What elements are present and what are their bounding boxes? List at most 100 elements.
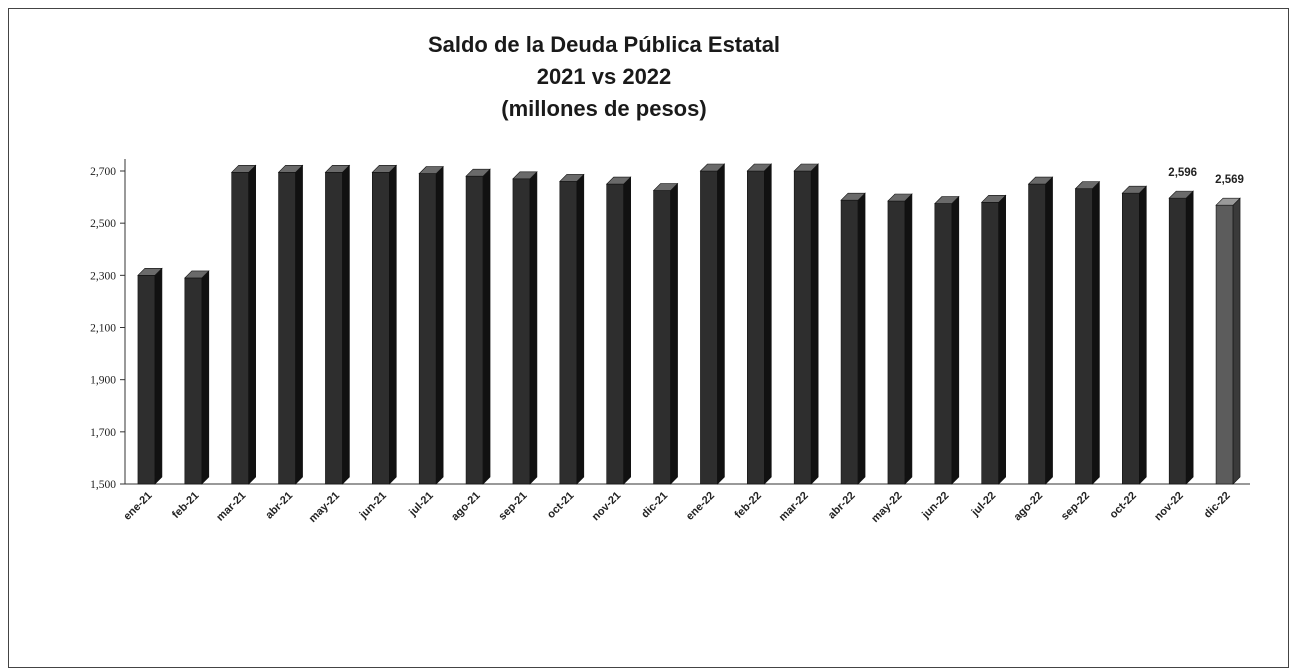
bar-front [184, 277, 203, 485]
bar-front [1028, 183, 1046, 485]
bar-may-21 [324, 164, 351, 485]
bar-feb-21 [184, 270, 210, 485]
x-tick-label: sep-22 [1059, 490, 1092, 523]
x-tick-label: abr-21 [263, 490, 295, 522]
x-tick-label: nov-22 [1152, 490, 1186, 524]
bar-nov-22 [1168, 190, 1194, 485]
bar-chart: Saldo de la Deuda Pública Estatal 2021 v… [90, 32, 1250, 525]
bar-front [559, 181, 578, 485]
x-tick-label: feb-22 [733, 490, 764, 521]
bar-front [418, 173, 437, 485]
bar-may-22 [887, 193, 913, 485]
chart-title-line-1: Saldo de la Deuda Pública Estatal [428, 32, 780, 57]
bar-front [1122, 192, 1140, 485]
bar-abr-21 [277, 164, 304, 485]
data-labels: 2,596 2,569 [1168, 167, 1244, 186]
bar-top [887, 193, 913, 202]
bar-jul-21 [418, 165, 444, 485]
bar-top [934, 196, 960, 204]
x-tick-label: dic-21 [639, 490, 670, 521]
bar-jul-22 [980, 194, 1007, 485]
bar-front [1168, 197, 1187, 485]
x-tick-label: ago-21 [449, 490, 483, 524]
bar-top [324, 165, 351, 173]
bar-side [857, 192, 866, 485]
x-tick-label: may-21 [307, 490, 342, 525]
bar-top [1168, 190, 1194, 199]
bar-oct-22 [1121, 185, 1148, 485]
bar-top [1215, 197, 1241, 206]
bar-top [840, 192, 866, 201]
bar-top [1074, 181, 1101, 190]
chart-title-line-3: (millones de pesos) [501, 96, 706, 121]
y-tick-label: 2,300 [90, 270, 116, 282]
bar-front [653, 190, 671, 485]
bar-side [670, 182, 678, 485]
bar-side [764, 163, 772, 485]
bar-side [201, 270, 210, 485]
bar-top [277, 165, 304, 173]
bar-side [482, 168, 491, 485]
bar-side [529, 171, 538, 485]
bar-front [793, 170, 812, 485]
bar-front [981, 202, 999, 485]
bar-oct-21 [559, 173, 585, 485]
bar-top [184, 270, 210, 279]
bar-top [137, 268, 163, 276]
bar-side [154, 267, 163, 485]
bar-front [325, 172, 343, 485]
x-tick-label: jul-21 [406, 490, 436, 520]
y-tick-label: 1,700 [90, 427, 116, 439]
bar-top [746, 163, 773, 172]
bar-front [606, 183, 624, 485]
bar-ene-22 [699, 163, 726, 485]
x-tick-label: nov-21 [590, 490, 624, 524]
bar-side [717, 163, 725, 485]
bar-mar-21 [230, 164, 257, 485]
bar-front [700, 170, 718, 485]
x-tick-label: jun-21 [357, 490, 389, 522]
y-tick-label: 2,700 [90, 166, 116, 178]
x-tick-label: dic-22 [1202, 490, 1233, 521]
bar-side [435, 165, 444, 485]
x-tick-label: ago-22 [1012, 490, 1046, 524]
bar-side [810, 163, 819, 485]
bar-top [652, 183, 679, 191]
chart-title-line-2: 2021 vs 2022 [537, 64, 672, 89]
bar-top [1121, 185, 1148, 194]
x-tick-label: abr-22 [826, 490, 858, 522]
bar-front [840, 199, 859, 485]
bar-front [278, 172, 296, 485]
bar-top [699, 163, 726, 172]
bar-top [230, 165, 257, 173]
x-tick-label: oct-21 [545, 490, 576, 521]
bar-front [372, 172, 390, 485]
bar-ene-21 [137, 267, 163, 485]
bar-side [623, 176, 631, 485]
bar-side [576, 173, 585, 485]
bar-front [1215, 204, 1234, 485]
bar-dic-21 [652, 182, 679, 485]
bar-side [1045, 176, 1053, 485]
x-tick-label: jul-22 [969, 490, 999, 520]
bar-ago-21 [465, 168, 491, 485]
bar-sep-21 [512, 171, 538, 485]
bar-side [1232, 197, 1241, 485]
x-tick-label: mar-22 [777, 490, 811, 524]
bar-ago-22 [1027, 176, 1054, 485]
x-tick-label: sep-21 [496, 490, 529, 523]
bar-front [231, 172, 249, 485]
bar-side [342, 164, 350, 485]
bar-top [559, 174, 585, 182]
bar-front [137, 275, 156, 485]
bar-top [418, 166, 444, 174]
bar-front [747, 170, 765, 485]
x-tick-label: ene-21 [121, 490, 154, 523]
bar-top [371, 165, 398, 173]
bar-side [951, 195, 960, 485]
x-tick-label: mar-21 [214, 490, 248, 524]
bar-side [248, 164, 256, 485]
bar-front [1075, 188, 1093, 485]
chart-title: Saldo de la Deuda Pública Estatal 2021 v… [428, 32, 780, 121]
bar-sep-22 [1074, 181, 1101, 485]
